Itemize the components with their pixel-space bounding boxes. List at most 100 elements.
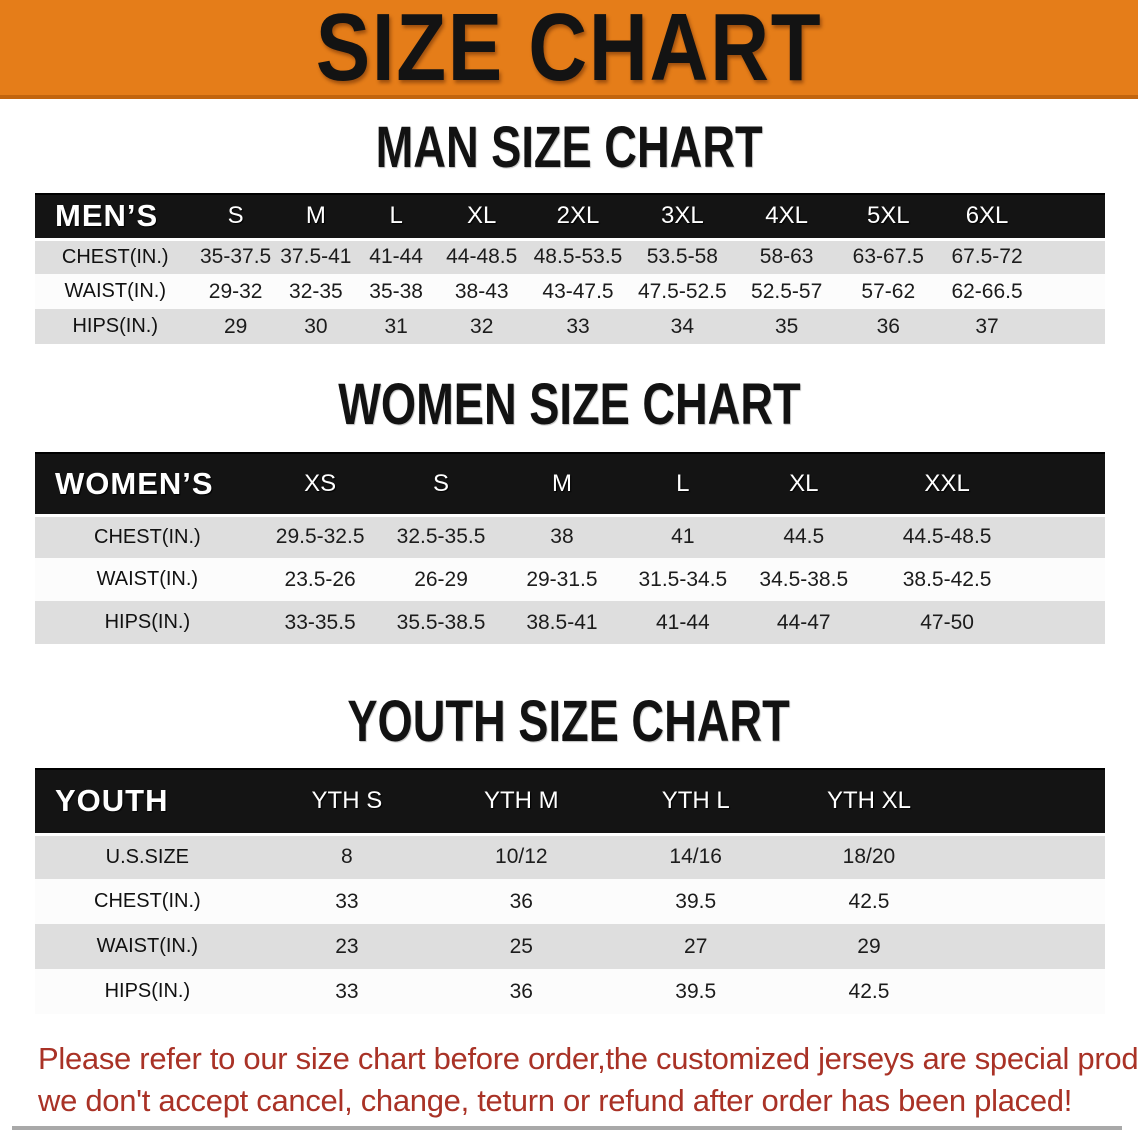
men-table-row: HIPS(IN.) 29 30 31 32 33 34 35 36 37 (35, 309, 1105, 344)
women-column-header: XS (259, 452, 381, 517)
banner: SIZE CHART (0, 0, 1138, 99)
men-size-table: MEN’S S M L XL 2XL 3XL 4XL 5XL 6XL CHEST(IN.) 35-37… (35, 193, 1105, 344)
size-value: 23 (259, 924, 435, 969)
size-value: 27 (608, 924, 783, 969)
size-value: 14/16 (608, 834, 783, 879)
size-value: 47-50 (864, 601, 1105, 644)
youth-group-label: YOUTH (35, 768, 260, 836)
youth-column-header: YTH S (259, 768, 435, 836)
size-value: 33 (259, 879, 435, 924)
size-value: 32 (436, 309, 528, 344)
row-label: HIPS(IN.) (35, 969, 260, 1014)
size-value: 29 (782, 924, 1105, 969)
women-column-header: M (501, 452, 623, 517)
size-value: 57-62 (837, 274, 940, 309)
youth-section-heading: YOUTH SIZE CHART (0, 689, 1138, 754)
row-label: WAIST(IN.) (35, 558, 260, 601)
men-column-header: M (275, 193, 356, 241)
size-value: 36 (434, 879, 609, 924)
women-section: WOMEN SIZE CHART WOMEN’S XS S M L XL XXL CHEST(… (0, 372, 1138, 644)
size-value: 33-35.5 (259, 601, 381, 644)
size-value: 42.5 (782, 879, 1105, 924)
disclaimer-line-1: Please refer to our size chart before or… (38, 1041, 1138, 1076)
page-title: SIZE CHART (315, 0, 823, 101)
size-value: 43-47.5 (527, 274, 629, 309)
size-value: 52.5-57 (735, 274, 838, 309)
men-table-header-row: MEN’S S M L XL 2XL 3XL 4XL 5XL 6XL (35, 193, 1105, 241)
size-value: 35-37.5 (195, 239, 276, 274)
size-value: 37.5-41 (275, 239, 356, 274)
men-section-heading-text: MAN SIZE CHART (375, 115, 763, 180)
size-value: 39.5 (608, 969, 783, 1014)
youth-column-header: YTH L (608, 768, 783, 836)
size-value: 34.5-38.5 (743, 558, 865, 601)
size-value: 38 (501, 515, 623, 558)
youth-table-header-row: YOUTH YTH S YTH M YTH L YTH XL (35, 768, 1105, 836)
size-value: 25 (434, 924, 609, 969)
size-value: 18/20 (782, 834, 1105, 879)
size-value: 39.5 (608, 879, 783, 924)
youth-table-row: U.S.SIZE 8 10/12 14/16 18/20 (35, 834, 1105, 879)
size-value: 29 (195, 309, 276, 344)
size-value: 38-43 (436, 274, 528, 309)
men-column-header: 3XL (628, 193, 736, 241)
size-value: 47.5-52.5 (628, 274, 736, 309)
women-table-row: CHEST(IN.) 29.5-32.5 32.5-35.5 38 41 44.5 44.5… (35, 515, 1105, 558)
row-label: CHEST(IN.) (35, 515, 260, 558)
men-section: MAN SIZE CHART MEN’S S M L XL 2XL 3XL 4XL 5XL 6XL… (0, 115, 1138, 344)
men-column-header: L (356, 193, 437, 241)
disclaimer-line-2: we don't accept cancel, change, teturn o… (38, 1083, 1073, 1118)
size-value: 38.5-42.5 (864, 558, 1105, 601)
size-value: 29-32 (195, 274, 276, 309)
youth-section: YOUTH SIZE CHART YOUTH YTH S YTH M YTH L YTH… (0, 689, 1138, 1014)
size-value: 44-48.5 (436, 239, 528, 274)
women-column-header: XXL (864, 452, 1105, 517)
size-value: 29.5-32.5 (259, 515, 381, 558)
size-value: 34 (628, 309, 736, 344)
women-column-header: S (380, 452, 502, 517)
men-column-header: 2XL (527, 193, 629, 241)
youth-table-row: CHEST(IN.) 33 36 39.5 42.5 (35, 879, 1105, 924)
row-label: WAIST(IN.) (35, 924, 260, 969)
women-table-row: WAIST(IN.) 23.5-26 26-29 29-31.5 31.5-34.5 34… (35, 558, 1105, 601)
women-column-header: XL (743, 452, 865, 517)
row-label: CHEST(IN.) (35, 879, 260, 924)
women-section-heading-text: WOMEN SIZE CHART (337, 372, 801, 437)
size-value: 44.5-48.5 (864, 515, 1105, 558)
size-value: 29-31.5 (501, 558, 623, 601)
men-column-header: XL (436, 193, 528, 241)
size-value: 41-44 (356, 239, 437, 274)
men-column-header: S (195, 193, 276, 241)
men-column-header: 5XL (837, 193, 940, 241)
size-value: 26-29 (380, 558, 502, 601)
size-value: 32-35 (275, 274, 356, 309)
youth-section-heading-text: YOUTH SIZE CHART (347, 689, 791, 754)
size-value: 32.5-35.5 (380, 515, 502, 558)
size-value: 31.5-34.5 (622, 558, 744, 601)
size-value: 33 (527, 309, 629, 344)
youth-table-row: WAIST(IN.) 23 25 27 29 (35, 924, 1105, 969)
men-column-header: 6XL (939, 193, 1105, 241)
youth-column-header: YTH M (434, 768, 609, 836)
row-label: HIPS(IN.) (35, 309, 196, 344)
youth-table-row: HIPS(IN.) 33 36 39.5 42.5 (35, 969, 1105, 1014)
size-value: 10/12 (434, 834, 609, 879)
women-table-row: HIPS(IN.) 33-35.5 35.5-38.5 38.5-41 41-44 44-… (35, 601, 1105, 644)
row-label: CHEST(IN.) (35, 239, 196, 274)
size-value: 33 (259, 969, 435, 1014)
men-column-header: 4XL (735, 193, 838, 241)
row-label: WAIST(IN.) (35, 274, 196, 309)
row-label: U.S.SIZE (35, 834, 260, 879)
youth-size-table: YOUTH YTH S YTH M YTH L YTH XL U.S.SIZE 8 10/12… (35, 768, 1105, 1014)
size-value: 8 (259, 834, 435, 879)
men-table-row: CHEST(IN.) 35-37.5 37.5-41 41-44 44-48.5 48.5… (35, 239, 1105, 274)
men-group-label: MEN’S (35, 193, 196, 241)
size-value: 23.5-26 (259, 558, 381, 601)
women-size-table: WOMEN’S XS S M L XL XXL CHEST(IN.) 29.5-32.5 32.5… (35, 452, 1105, 644)
size-value: 62-66.5 (939, 274, 1105, 309)
size-value: 53.5-58 (628, 239, 736, 274)
row-label: HIPS(IN.) (35, 601, 260, 644)
size-value: 30 (275, 309, 356, 344)
size-value: 38.5-41 (501, 601, 623, 644)
